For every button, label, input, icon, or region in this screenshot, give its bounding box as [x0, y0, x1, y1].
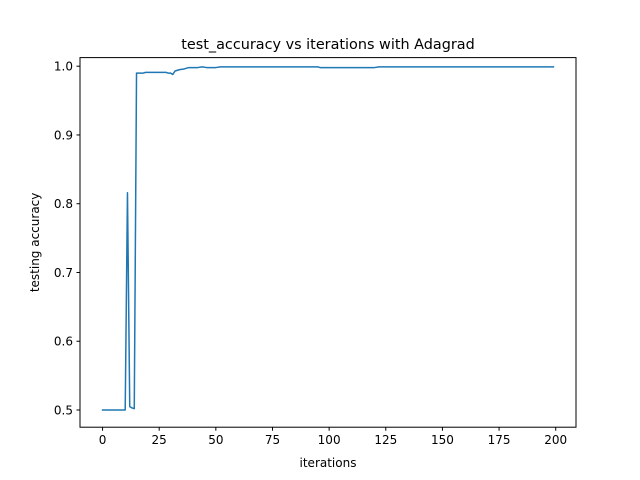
- chart-title: test_accuracy vs iterations with Adagrad: [181, 37, 474, 53]
- y-tick-label: 1.0: [54, 59, 73, 73]
- y-axis-ticks: 0.5 0.6 0.7 0.8 0.9 1.0: [54, 59, 80, 417]
- y-tick-label: 0.5: [54, 403, 73, 417]
- y-tick-label: 0.8: [54, 197, 73, 211]
- x-tick-label: 75: [265, 433, 280, 447]
- y-tick-label: 0.6: [54, 335, 73, 349]
- series-line-0: [101, 66, 555, 411]
- x-tick-label: 150: [431, 433, 454, 447]
- x-tick-label: 0: [99, 433, 107, 447]
- x-tick-label: 200: [544, 433, 567, 447]
- x-tick-label: 100: [318, 433, 341, 447]
- plot-area: [80, 57, 576, 428]
- x-tick-label: 50: [208, 433, 223, 447]
- y-tick-label: 0.7: [54, 266, 73, 280]
- x-tick-label: 25: [152, 433, 167, 447]
- x-axis-ticks: 0 25 50 75 100 125 150 175 200: [99, 427, 567, 447]
- plot-frame: [79, 57, 577, 428]
- x-tick-label: 175: [488, 433, 511, 447]
- series-group: [101, 66, 555, 411]
- y-axis-label: testing accuracy: [28, 193, 42, 293]
- x-tick-label: 125: [374, 433, 397, 447]
- y-tick-label: 0.9: [54, 128, 73, 142]
- x-axis-label: iterations: [300, 456, 357, 470]
